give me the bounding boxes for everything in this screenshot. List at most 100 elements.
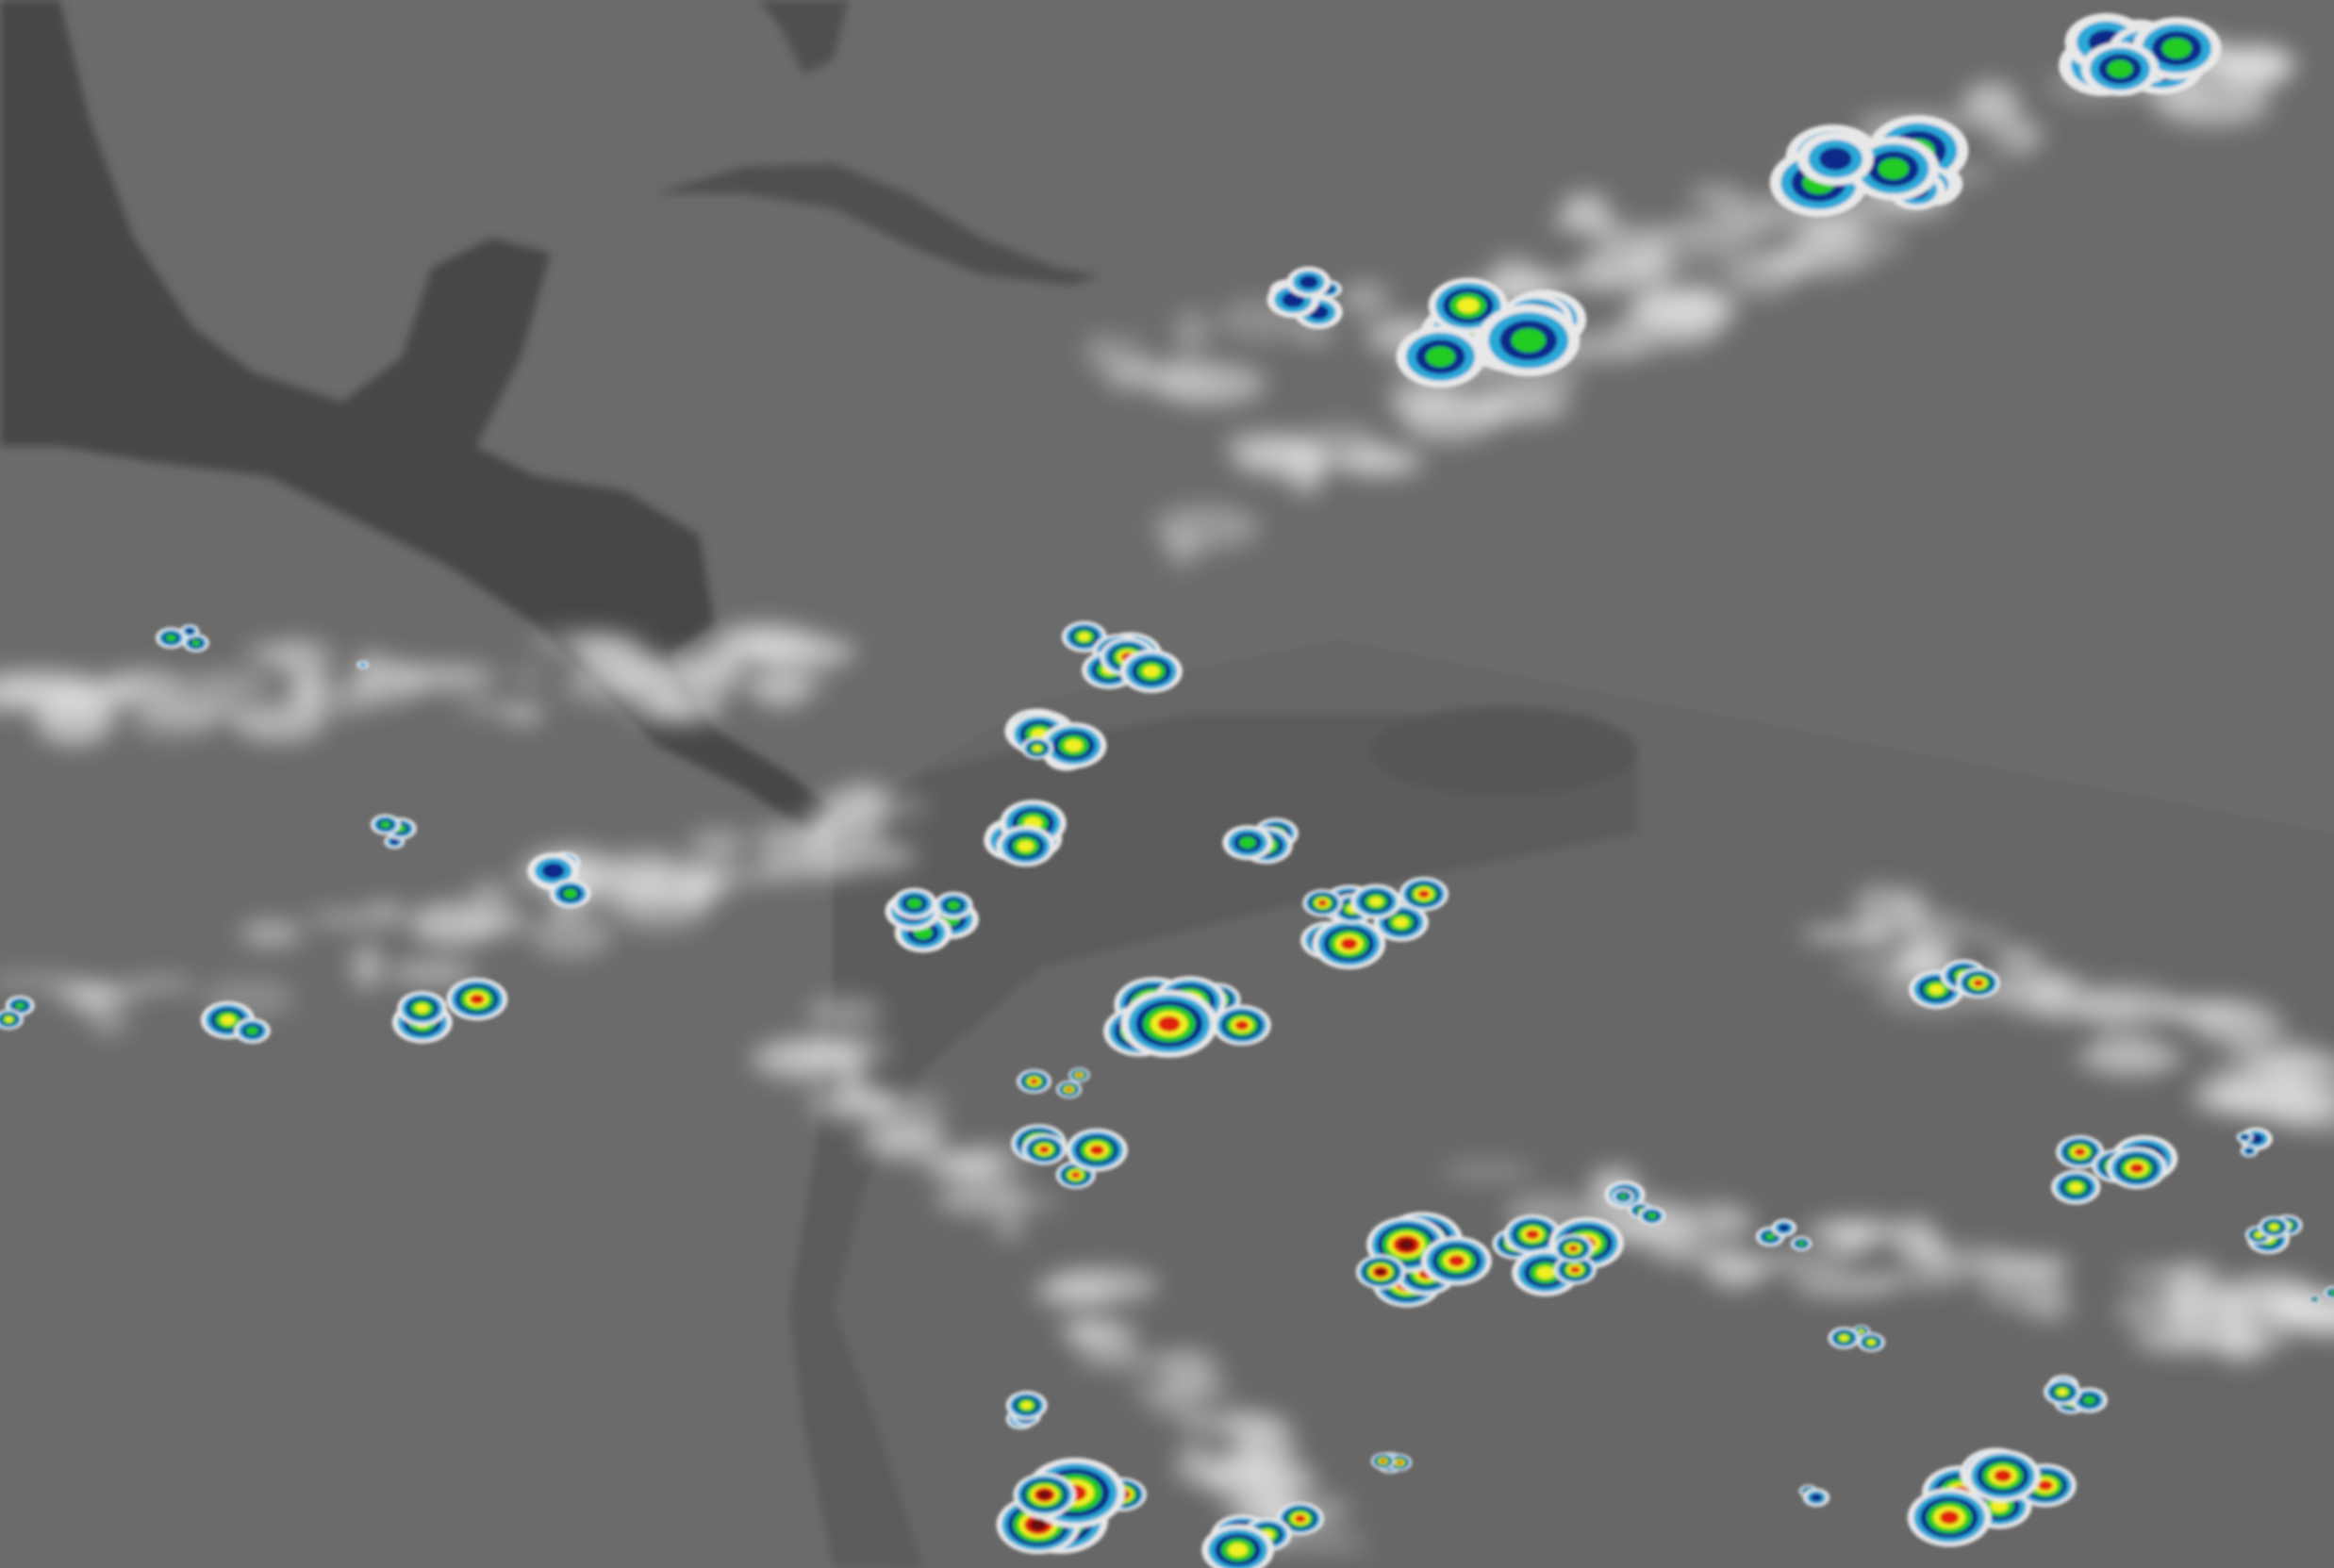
storm-cell-layer (15, 1001, 25, 1010)
storm-cell-layer (1037, 1490, 1051, 1500)
cloud-patch (809, 794, 843, 842)
storm-cluster (200, 1000, 271, 1044)
storm-cell-layer (1536, 1266, 1555, 1279)
cloud-patch (1147, 1393, 1204, 1419)
cloud-patch (1227, 1444, 1273, 1466)
cloud-patch (1735, 1249, 1853, 1276)
storm-cell-layer (165, 634, 176, 642)
cloud-patch (1962, 81, 2020, 129)
cloud-patch (1861, 1272, 1962, 1287)
cloud-patch (1283, 1535, 1369, 1551)
storm-cell-layer (2161, 38, 2193, 59)
storm-cluster (1909, 959, 2001, 1010)
storm-cell-layer (1417, 890, 1430, 899)
cloud-patch (1853, 884, 1907, 931)
cloud-patch (1058, 1318, 1110, 1345)
storm-cluster (1604, 1180, 1666, 1226)
storm-cell-layer (1399, 1239, 1415, 1251)
cloud-patch (2270, 1082, 2334, 1104)
cloud-patch (931, 1150, 1008, 1179)
storm-cell-layer (1568, 1245, 1579, 1252)
cloud-patch (752, 671, 812, 708)
storm-cluster (1222, 817, 1299, 865)
storm-cell-layer (1797, 1241, 1805, 1246)
cloud-patch (1631, 246, 1678, 286)
cloud-patch (1441, 1160, 1535, 1182)
storm-cell-layer (220, 1015, 236, 1026)
storm-cell-layer (1448, 1255, 1465, 1267)
storm-cell-layer (1239, 836, 1256, 849)
cloud-patch (500, 702, 545, 724)
land-masses (0, 0, 1638, 1568)
storm-cell-layer (2241, 1134, 2249, 1140)
storm-cell-layer (1990, 1499, 2009, 1512)
storm-cluster (2059, 12, 2222, 96)
cloud-patch (140, 697, 247, 723)
storm-cluster (1201, 1502, 1325, 1568)
cloud-patch (530, 911, 613, 959)
cloud-patch (1033, 1274, 1117, 1310)
cloud-patch (1965, 929, 2007, 943)
cloud-patch (2154, 88, 2270, 128)
storm-cluster (2309, 1286, 2334, 1303)
cloud-patch (2271, 1293, 2334, 1337)
storm-cluster (1798, 1484, 1830, 1508)
storm-cluster (1011, 1124, 1128, 1190)
storm-cluster (1102, 976, 1271, 1058)
storm-cell-layer (1819, 147, 1852, 171)
cloud-patch (1154, 361, 1266, 406)
storm-cluster (2236, 1127, 2273, 1158)
storm-cluster (1350, 876, 1449, 942)
storm-cell-layer (1368, 897, 1383, 907)
south-america-coast (788, 714, 1638, 1568)
storm-cell-layer (1030, 1518, 1047, 1531)
storm-cell-layer (191, 639, 201, 647)
storm-cell-layer (1020, 1401, 1033, 1410)
cloud-patch (2023, 1291, 2074, 1323)
storm-cell-layer (1393, 916, 1409, 928)
storm-cluster (370, 814, 417, 850)
storm-cell-layer (1340, 937, 1358, 950)
storm-cluster (1755, 1218, 1813, 1251)
storm-cell-layer (2038, 1480, 2053, 1491)
central-america (0, 0, 834, 834)
cloud-patch (268, 638, 337, 678)
storm-cell-layer (1811, 1494, 1823, 1502)
cloud-patch (103, 671, 187, 703)
cloud-patch (2072, 1048, 2188, 1068)
storm-cell-layer (1994, 1469, 2011, 1482)
storm-cell-layer (2255, 1232, 2262, 1238)
storm-cell-layer (2269, 1224, 2278, 1230)
storm-cell-layer (1033, 745, 1042, 751)
storm-cell-layer (1070, 1171, 1081, 1179)
storm-cell-layer (1619, 1194, 1628, 1199)
cloud-patch (2274, 1108, 2334, 1132)
storm-cell-layer (1018, 840, 1035, 852)
cloud-patch (354, 658, 424, 705)
cloud-patch (1560, 191, 1612, 233)
storm-cell-layer (1765, 1232, 1776, 1241)
storm-cell-layer (2069, 1182, 2083, 1193)
storm-cell-layer (1282, 291, 1304, 308)
storm-cell-layer (563, 888, 578, 899)
cloud-patch (1598, 1216, 1712, 1246)
cloud-patch (1233, 442, 1335, 477)
cloud-patch (752, 856, 858, 880)
cloud-patch (1128, 1382, 1234, 1396)
storm-cell-layer (1076, 1073, 1083, 1077)
storm-cluster (1370, 1452, 1413, 1474)
storm-cell-layer (1375, 1268, 1386, 1276)
storm-cell-layer (1228, 1543, 1249, 1558)
cloud-patch (1076, 1353, 1188, 1368)
storm-cell-layer (1839, 1334, 1849, 1342)
cloud-patch (389, 959, 477, 986)
cloud-patch (351, 944, 384, 990)
venezuela-dark-area (1369, 706, 1638, 797)
cloud-patch (2088, 1028, 2157, 1048)
cloud-patch (1173, 309, 1211, 357)
cloud-patch (470, 882, 510, 907)
storm-cell-layer (380, 820, 391, 829)
cloud-patch (367, 900, 406, 916)
